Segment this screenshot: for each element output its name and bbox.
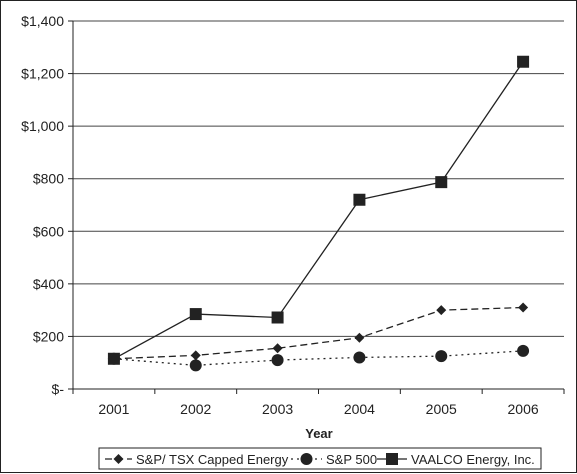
axes	[68, 20, 565, 394]
data-point	[353, 351, 366, 364]
data-point	[271, 354, 284, 367]
data-point	[435, 176, 448, 189]
data-point	[189, 308, 202, 321]
x-tick-label: 2005	[426, 401, 457, 417]
x-tick-labels: 2001 2002 2003 2004 2005 2006	[98, 401, 539, 417]
y-tick-label: $1,400	[21, 13, 64, 29]
y-tick-label: $800	[33, 171, 64, 187]
data-point	[190, 350, 201, 361]
data-point	[517, 55, 530, 68]
x-axis-label: Year	[305, 426, 332, 441]
legend-box	[98, 447, 542, 470]
legend-label: S&P 500	[326, 452, 377, 467]
legend: S&P/ TSX Capped Energy S&P 500 VAALCO Ener…	[98, 447, 542, 470]
y-tick-label: $-	[52, 381, 65, 397]
legend-marker	[386, 453, 398, 465]
data-point	[518, 302, 529, 313]
data-point	[272, 343, 283, 354]
data-point	[436, 305, 447, 316]
y-tick-label: $1,200	[21, 66, 64, 82]
x-tick-label: 2002	[180, 401, 211, 417]
data-point	[271, 311, 284, 324]
legend-marker	[300, 453, 313, 465]
y-tick-label: $600	[33, 223, 64, 239]
series-circle	[107, 344, 530, 372]
y-tick-label: $400	[33, 276, 64, 292]
legend-marker	[113, 454, 124, 464]
series-group	[107, 55, 530, 372]
x-tick-label: 2004	[344, 401, 375, 417]
legend-label: S&P/ TSX Capped Energy	[136, 452, 289, 467]
x-tick-label: 2006	[508, 401, 539, 417]
data-point	[354, 332, 365, 343]
legend-item: VAALCO Energy, Inc.	[377, 452, 535, 467]
series-line	[113, 306, 524, 360]
series-line	[113, 61, 524, 360]
series-line	[113, 350, 524, 366]
data-point	[435, 350, 448, 363]
data-point	[353, 193, 366, 206]
data-point	[517, 344, 530, 357]
legend-item: S&P 500	[291, 452, 377, 467]
series-square	[107, 55, 530, 365]
data-point	[107, 352, 120, 365]
y-tick-label: $1,000	[21, 118, 64, 134]
data-point	[189, 359, 202, 372]
y-tick-labels: $- $200 $400 $600 $800 $1,000 $1,200 $1,400	[21, 13, 64, 397]
y-tick-label: $200	[33, 328, 64, 344]
legend-label: VAALCO Energy, Inc.	[411, 452, 535, 467]
grid-lines	[73, 20, 564, 337]
x-tick-label: 2001	[98, 401, 129, 417]
x-tick-label: 2003	[262, 401, 293, 417]
series-diamond	[108, 302, 529, 364]
legend-item: S&P/ TSX Capped Energy	[105, 452, 289, 467]
